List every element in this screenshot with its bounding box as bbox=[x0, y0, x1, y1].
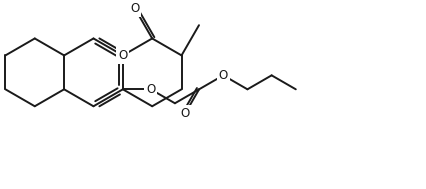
Text: O: O bbox=[118, 49, 127, 62]
Text: O: O bbox=[146, 83, 155, 96]
Text: O: O bbox=[181, 107, 190, 120]
Text: O: O bbox=[219, 69, 228, 82]
Text: O: O bbox=[130, 2, 139, 15]
